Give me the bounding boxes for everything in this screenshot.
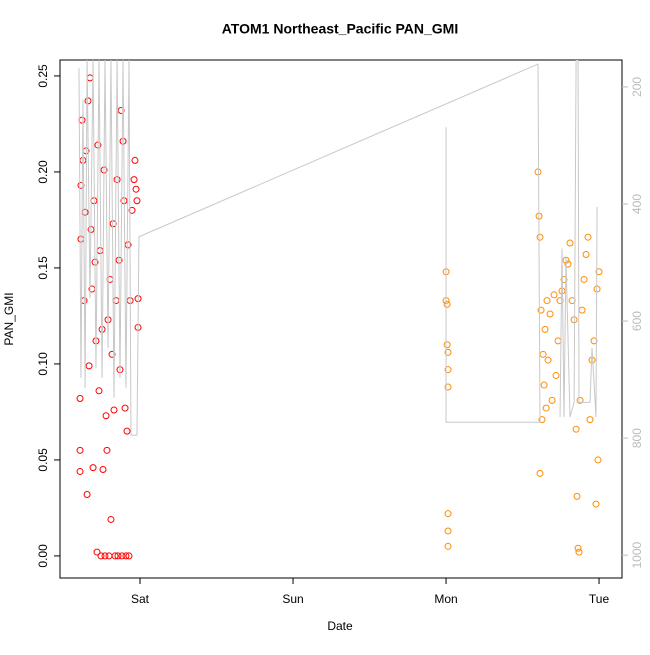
point (125, 552, 133, 560)
point (108, 350, 116, 358)
point (564, 260, 572, 268)
point (114, 552, 122, 560)
point (538, 416, 546, 424)
point (542, 404, 550, 412)
point (444, 348, 452, 356)
y2-tick-label: 800 (630, 428, 644, 448)
point (582, 250, 590, 258)
point (444, 383, 452, 391)
plot-frame (59, 59, 623, 579)
point (128, 206, 136, 214)
point (534, 168, 542, 176)
point (592, 500, 600, 508)
point (111, 552, 119, 560)
point (109, 220, 117, 228)
y-tick-label: 0.20 (36, 160, 50, 184)
point (107, 515, 115, 523)
point (546, 310, 554, 318)
point (541, 325, 549, 333)
x-tick-label: Sun (282, 592, 303, 606)
y-tick-label: 0.05 (36, 448, 50, 472)
point (102, 412, 110, 420)
point (119, 137, 127, 145)
point (132, 185, 140, 193)
y-tick-label: 0.00 (36, 544, 50, 568)
point (118, 552, 126, 560)
y-tick-label: 0.25 (36, 64, 50, 88)
point (540, 381, 548, 389)
y-axis-title: PAN_GMI (2, 292, 16, 345)
point (443, 341, 451, 349)
chart-title: ATOM1 Northeast_Pacific PAN_GMI (222, 21, 459, 37)
y-tick-label: 0.10 (36, 352, 50, 376)
point (594, 456, 602, 464)
point (595, 268, 603, 276)
point (575, 548, 583, 556)
x-tick-label: Tue (589, 592, 610, 606)
point (573, 492, 581, 500)
point (536, 233, 544, 241)
point (444, 527, 452, 535)
y2-tick-label: 400 (630, 194, 644, 214)
point (576, 396, 584, 404)
point (444, 510, 452, 518)
point (101, 552, 109, 560)
x-tick-label: Mon (434, 592, 457, 606)
point (444, 366, 452, 374)
point (99, 466, 107, 474)
point (123, 427, 131, 435)
point (76, 467, 84, 475)
point (95, 387, 103, 395)
point (130, 176, 138, 184)
point (548, 396, 556, 404)
point (586, 416, 594, 424)
point (76, 446, 84, 454)
point (83, 490, 91, 498)
x-axis-title: Date (327, 619, 353, 633)
point (443, 300, 451, 308)
point (590, 337, 598, 345)
point (550, 291, 558, 299)
line (78, 60, 598, 436)
point (543, 297, 551, 305)
point (544, 356, 552, 364)
y2-tick-label: 200 (630, 77, 644, 97)
point (121, 404, 129, 412)
point (103, 446, 111, 454)
plot-area (76, 60, 603, 560)
point (574, 544, 582, 552)
point (572, 425, 580, 433)
point (537, 306, 545, 314)
point (113, 176, 121, 184)
point (110, 406, 118, 414)
point (131, 156, 139, 164)
point (76, 394, 84, 402)
point (552, 371, 560, 379)
x-tick-label: Sat (131, 592, 150, 606)
point (584, 233, 592, 241)
y2-tick-label: 1000 (630, 542, 644, 569)
point (580, 275, 588, 283)
y-tick-label: 0.15 (36, 256, 50, 280)
point (536, 469, 544, 477)
point (97, 552, 105, 560)
point (566, 239, 574, 247)
point (122, 552, 130, 560)
point (444, 542, 452, 550)
y2-tick-label: 600 (630, 311, 644, 331)
point (117, 106, 125, 114)
point (89, 464, 97, 472)
point (133, 197, 141, 205)
point (93, 548, 101, 556)
point (85, 362, 93, 370)
